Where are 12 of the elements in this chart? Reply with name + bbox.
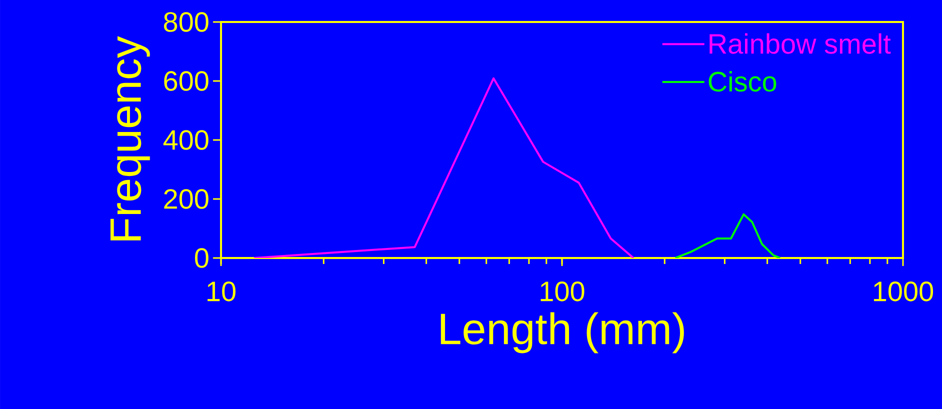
legend-label: Rainbow smelt	[710, 33, 891, 54]
legend-label: Cisco	[708, 71, 776, 92]
x-tick-label: 10	[208, 282, 236, 302]
x-tick-label: 1000	[874, 282, 934, 302]
y-tick-label: 0	[195, 248, 208, 268]
y-tick-label: 800	[164, 12, 208, 32]
y-tick-label: 600	[164, 71, 208, 91]
y-tick-label: 400	[163, 130, 208, 150]
y-axis-title: Frequency	[110, 36, 150, 240]
x-axis-title: Length (mm)	[440, 312, 684, 354]
x-tick-label: 100	[540, 282, 584, 302]
y-tick-label: 200	[164, 189, 208, 209]
